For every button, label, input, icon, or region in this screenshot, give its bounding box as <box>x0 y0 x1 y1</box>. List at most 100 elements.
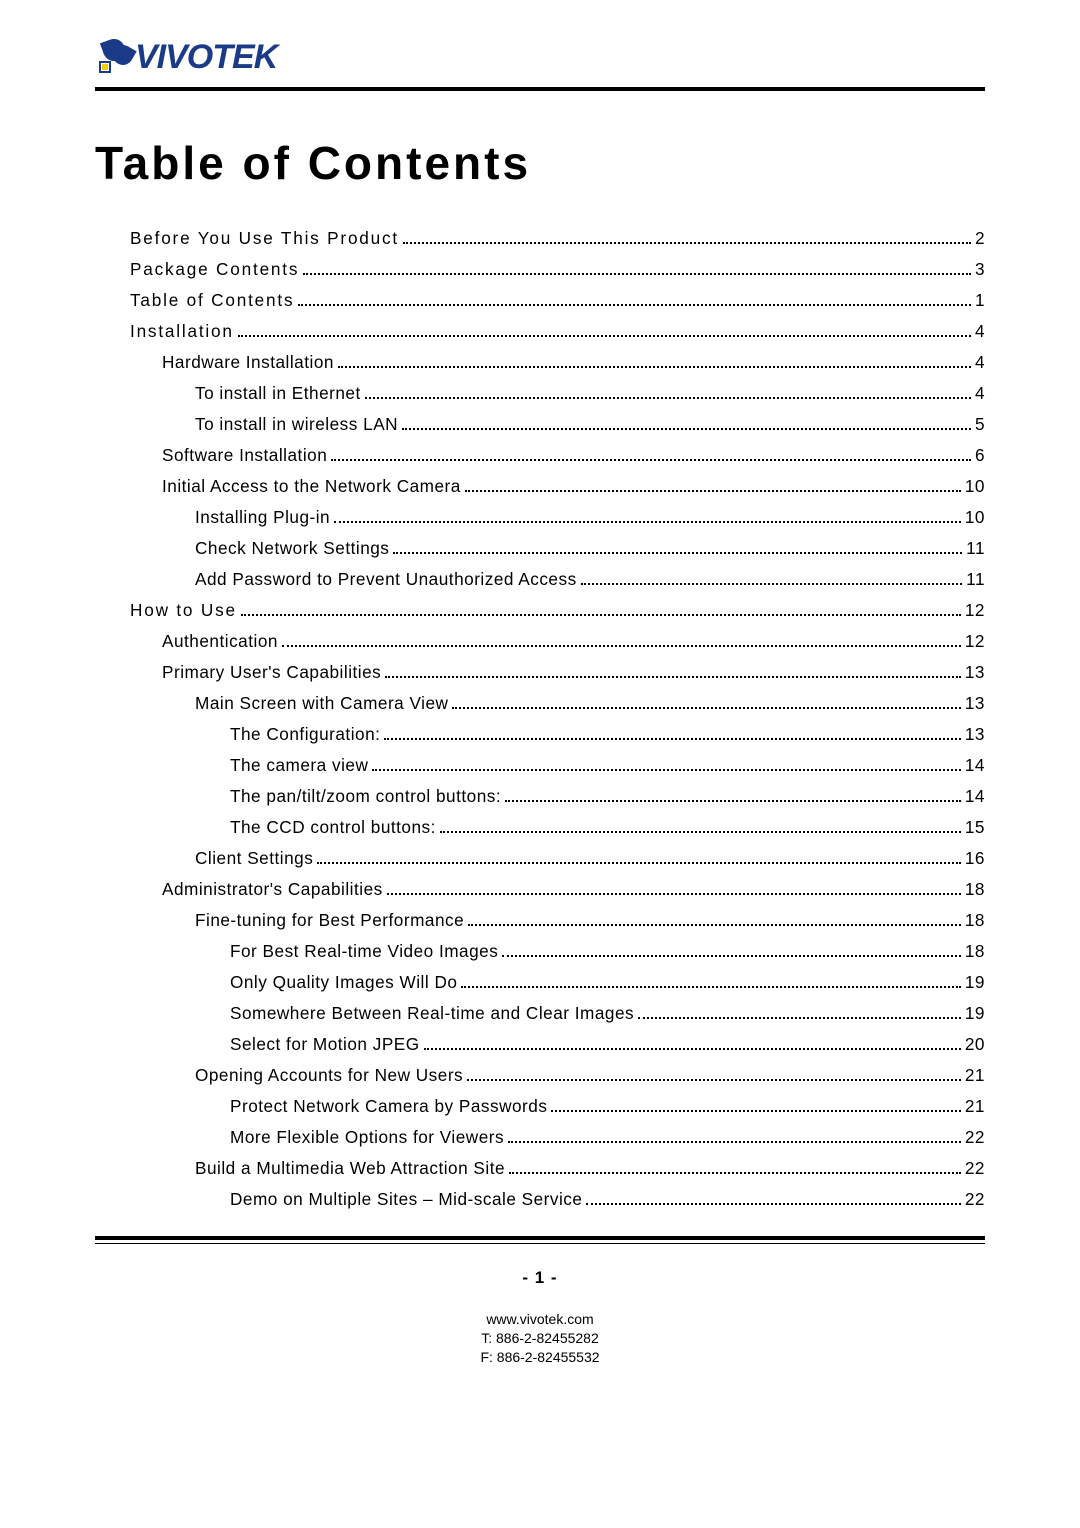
toc-leader-dots <box>365 397 971 399</box>
toc-entry: The pan/tilt/zoom control buttons:14 <box>230 786 985 807</box>
toc-page-number: 11 <box>966 538 985 559</box>
document-page: VIVOTEK Table of Contents Before You Use… <box>0 0 1080 1387</box>
toc-entry: Package Contents3 <box>130 259 985 280</box>
page-number: - 1 - <box>95 1268 985 1288</box>
toc-label: Hardware Installation <box>162 352 334 373</box>
toc-label: Opening Accounts for New Users <box>195 1065 463 1086</box>
toc-page-number: 18 <box>965 941 985 962</box>
toc-leader-dots <box>331 459 971 461</box>
toc-leader-dots <box>403 242 971 244</box>
toc-leader-dots <box>465 490 961 492</box>
toc-entry: Authentication 12 <box>162 631 985 652</box>
toc-label: Demo on Multiple Sites – Mid-scale Servi… <box>230 1189 582 1210</box>
toc-leader-dots <box>551 1110 960 1112</box>
toc-label: Authentication <box>162 631 278 652</box>
toc-page-number: 13 <box>965 662 985 683</box>
toc-label: Fine-tuning for Best Performance <box>195 910 464 931</box>
toc-leader-dots <box>303 273 971 275</box>
toc-page-number: 22 <box>965 1158 985 1179</box>
toc-entry: Demo on Multiple Sites – Mid-scale Servi… <box>230 1189 985 1210</box>
toc-entry: The CCD control buttons:15 <box>230 817 985 838</box>
toc-label: Package Contents <box>130 259 299 280</box>
toc-label: How to Use <box>130 600 237 621</box>
toc-leader-dots <box>241 614 961 616</box>
toc-leader-dots <box>467 1079 961 1081</box>
toc-label: Before You Use This Product <box>130 228 399 249</box>
toc-entry: To install in Ethernet4 <box>195 383 985 404</box>
toc-entry: For Best Real-time Video Images 18 <box>230 941 985 962</box>
toc-entry: To install in wireless LAN5 <box>195 414 985 435</box>
toc-leader-dots <box>452 707 960 709</box>
toc-entry: Somewhere Between Real-time and Clear Im… <box>230 1003 985 1024</box>
toc-entry: Primary User's Capabilities 13 <box>162 662 985 683</box>
toc-entry: Administrator's Capabilities18 <box>162 879 985 900</box>
table-of-contents: Before You Use This Product2Package Cont… <box>95 228 985 1210</box>
toc-label: The Configuration: <box>230 724 380 745</box>
toc-page-number: 13 <box>965 693 985 714</box>
toc-leader-dots <box>461 986 960 988</box>
toc-page-number: 18 <box>965 879 985 900</box>
toc-label: Client Settings <box>195 848 313 869</box>
toc-page-number: 22 <box>965 1189 985 1210</box>
toc-entry: Installation4 <box>130 321 985 342</box>
toc-leader-dots <box>440 831 961 833</box>
toc-entry: The camera view 14 <box>230 755 985 776</box>
toc-label: Software Installation <box>162 445 327 466</box>
toc-leader-dots <box>384 738 960 740</box>
toc-leader-dots <box>505 800 961 802</box>
toc-leader-dots <box>638 1017 961 1019</box>
toc-page-number: 1 <box>975 290 985 311</box>
toc-page-number: 12 <box>965 631 985 652</box>
toc-page-number: 10 <box>965 507 985 528</box>
toc-label: Select for Motion JPEG <box>230 1034 420 1055</box>
toc-page-number: 18 <box>965 910 985 931</box>
toc-label: Installing Plug-in <box>195 507 330 528</box>
toc-leader-dots <box>317 862 961 864</box>
toc-page-number: 16 <box>965 848 985 869</box>
toc-page-number: 20 <box>965 1034 985 1055</box>
toc-leader-dots <box>509 1172 961 1174</box>
toc-label: Initial Access to the Network Camera <box>162 476 461 497</box>
toc-entry: Opening Accounts for New Users21 <box>195 1065 985 1086</box>
toc-entry: Table of Contents1 <box>130 290 985 311</box>
footer-tel: T: 886-2-82455282 <box>95 1329 985 1348</box>
footer-website: www.vivotek.com <box>95 1310 985 1329</box>
toc-leader-dots <box>282 645 961 647</box>
page-title: Table of Contents <box>95 136 985 190</box>
toc-label: Installation <box>130 321 234 342</box>
toc-leader-dots <box>372 769 961 771</box>
toc-page-number: 11 <box>966 569 985 590</box>
toc-entry: Hardware Installation4 <box>162 352 985 373</box>
toc-page-number: 19 <box>965 972 985 993</box>
toc-label: Protect Network Camera by Passwords <box>230 1096 547 1117</box>
page-footer: - 1 - www.vivotek.com T: 886-2-82455282 … <box>95 1268 985 1367</box>
toc-leader-dots <box>387 893 961 895</box>
toc-entry: Fine-tuning for Best Performance 18 <box>195 910 985 931</box>
toc-entry: Select for Motion JPEG 20 <box>230 1034 985 1055</box>
toc-label: For Best Real-time Video Images <box>230 941 498 962</box>
toc-entry: Main Screen with Camera View13 <box>195 693 985 714</box>
toc-page-number: 4 <box>975 383 985 404</box>
toc-page-number: 21 <box>965 1096 985 1117</box>
toc-label: Add Password to Prevent Unauthorized Acc… <box>195 569 577 590</box>
toc-leader-dots <box>402 428 971 430</box>
toc-leader-dots <box>468 924 961 926</box>
logo: VIVOTEK <box>95 38 985 77</box>
toc-leader-dots <box>586 1203 960 1205</box>
toc-page-number: 22 <box>965 1127 985 1148</box>
toc-label: The camera view <box>230 755 368 776</box>
toc-entry: Add Password to Prevent Unauthorized Acc… <box>195 569 985 590</box>
toc-label: Primary User's Capabilities <box>162 662 381 683</box>
toc-page-number: 6 <box>975 445 985 466</box>
toc-page-number: 14 <box>965 755 985 776</box>
toc-entry: Protect Network Camera by Passwords 21 <box>230 1096 985 1117</box>
footer-rule-thin <box>95 1243 985 1244</box>
toc-entry: More Flexible Options for Viewers22 <box>230 1127 985 1148</box>
header-rule <box>95 87 985 91</box>
toc-entry: Client Settings 16 <box>195 848 985 869</box>
footer-info: www.vivotek.com T: 886-2-82455282 F: 886… <box>95 1310 985 1367</box>
toc-label: The pan/tilt/zoom control buttons: <box>230 786 501 807</box>
toc-leader-dots <box>581 583 962 585</box>
toc-label: Check Network Settings <box>195 538 389 559</box>
toc-label: To install in wireless LAN <box>195 414 398 435</box>
